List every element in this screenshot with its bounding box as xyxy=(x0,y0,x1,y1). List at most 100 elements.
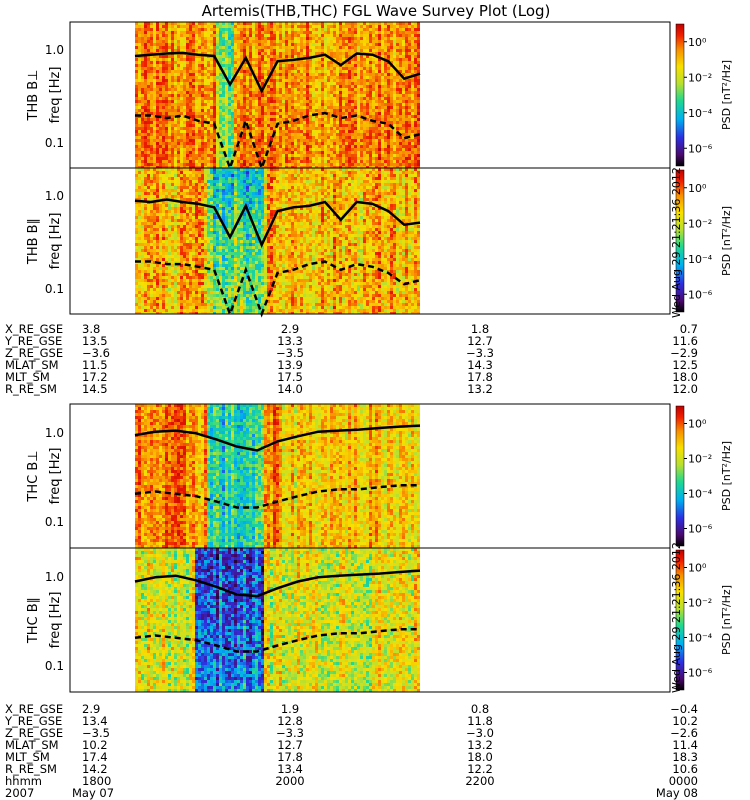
fce-line xyxy=(134,569,421,598)
panel-probe-label: THB B⊥ xyxy=(26,69,41,121)
y-tick-label: 1.0 xyxy=(45,43,64,57)
ephemeris-value: −3.5 xyxy=(82,726,110,740)
panel-probe-label: THC B∥ xyxy=(26,597,41,644)
ephemeris-value: −3.5 xyxy=(276,346,304,360)
ephemeris-value: 11.5 xyxy=(82,358,108,372)
ephemeris-value: 0.7 xyxy=(680,322,698,336)
y-tick-label: 0.1 xyxy=(45,282,64,296)
y-axis-label: freq [Hz] xyxy=(48,67,63,124)
ephemeris-value: 12.7 xyxy=(467,334,493,348)
panel-thc-bpar: THC B∥ freq [Hz] 1.0 0.1 xyxy=(26,547,671,693)
panel-probe-label: THB B∥ xyxy=(26,218,41,265)
ephemeris-label: Z_RE_GSE xyxy=(5,726,63,740)
ephemeris-value: −3.3 xyxy=(466,346,494,360)
ephemeris-label: Y_RE_GSE xyxy=(4,714,62,728)
ephemeris-value: 18.3 xyxy=(672,750,698,764)
ephemeris-value: 0000 xyxy=(669,774,698,788)
ephemeris-value: 18.0 xyxy=(467,750,493,764)
ephemeris-value: 12.2 xyxy=(467,762,493,776)
y-tick-label: 1.0 xyxy=(45,426,64,440)
ephemeris-value: 13.4 xyxy=(82,714,108,728)
fce-line xyxy=(134,424,421,452)
ephemeris-value: 2000 xyxy=(275,774,304,788)
ephemeris-value: 10.6 xyxy=(672,762,698,776)
ephemeris-label: MLT_SM xyxy=(5,750,50,764)
panel-thc-bperp: THC B⊥ freq [Hz] 1.0 0.1 xyxy=(26,403,671,549)
ephemeris-table-thb: X_RE_GSE 3.8 2.9 1.8 0.7 Y_RE_GSE 13.5 13.3 12.7… xyxy=(4,322,698,396)
ephemeris-value: −0.4 xyxy=(670,702,698,716)
ephemeris-value: 2.9 xyxy=(281,322,299,336)
ephemeris-value: 13.2 xyxy=(467,738,493,752)
panel-thb-bpar: THB B∥ freq [Hz] 1.0 0.1 xyxy=(26,167,671,318)
fce-line xyxy=(134,51,421,94)
fce-line xyxy=(134,198,421,249)
panel-frame xyxy=(69,167,671,315)
ephemeris-value: 14.2 xyxy=(82,762,108,776)
ephemeris-label: X_RE_GSE xyxy=(5,702,63,716)
ephemeris-value: 11.6 xyxy=(672,334,698,348)
y-tick-label: 0.1 xyxy=(45,659,64,673)
ephemeris-table-thc: X_RE_GSE 2.9 1.9 0.8 −0.4 Y_RE_GSE 13.4 12.8 11.… xyxy=(4,702,698,800)
ephemeris-value: 14.0 xyxy=(277,382,303,396)
colorbar-tick-label: 10⁻⁴ xyxy=(688,253,713,266)
plot-timestamp: Wed Aug 29 21:21:36 2012 xyxy=(670,542,683,693)
ephemeris-label: Z_RE_GSE xyxy=(5,346,63,360)
ephemeris-value: −2.9 xyxy=(670,346,698,360)
ephemeris-value: 12.5 xyxy=(672,358,698,372)
y-tick-label: 0.1 xyxy=(45,136,64,150)
ephemeris-value: 2200 xyxy=(465,774,494,788)
colorbar xyxy=(675,169,685,313)
colorbar-tick-label: 10⁰ xyxy=(688,562,707,575)
ephemeris-value: 17.4 xyxy=(82,750,108,764)
y-axis-label: freq [Hz] xyxy=(48,213,63,270)
half-fce-line xyxy=(135,260,421,318)
colorbar-label: PSD [nT²/Hz] xyxy=(720,441,733,511)
ephemeris-value: 10.2 xyxy=(82,738,108,752)
ephemeris-value: 12.7 xyxy=(277,738,303,752)
plot-timestamp: Wed Aug 29 21:21:36 2012 xyxy=(670,167,683,318)
colorbar-tick-label: 10⁻⁴ xyxy=(688,107,713,120)
half-fce-line xyxy=(134,628,420,653)
ephemeris-value: 13.2 xyxy=(467,382,493,396)
ephemeris-value: −3.6 xyxy=(82,346,110,360)
colorbar-tick-label: 10⁻⁶ xyxy=(688,288,713,301)
ephemeris-label: X_RE_GSE xyxy=(5,322,63,336)
half-fce-line xyxy=(134,484,420,509)
ephemeris-value: 13.4 xyxy=(277,762,303,776)
panel-probe-label: THC B⊥ xyxy=(26,450,41,502)
y-tick-label: 1.0 xyxy=(45,189,64,203)
colorbar xyxy=(675,23,685,167)
ephemeris-value: 1.8 xyxy=(471,322,489,336)
colorbar-tick-label: 10⁰ xyxy=(688,418,707,431)
date-year: 2007 xyxy=(5,786,34,800)
colorbar-tick-label: 10⁻⁶ xyxy=(688,667,713,680)
ephemeris-value: 12.8 xyxy=(277,714,303,728)
colorbar-tick-label: 10⁻⁴ xyxy=(688,632,713,645)
ephemeris-value: 0.8 xyxy=(471,702,489,716)
colorbar-tick-label: 10⁻⁶ xyxy=(688,142,713,155)
ephemeris-value: 12.0 xyxy=(672,382,698,396)
ephemeris-value: 14.5 xyxy=(82,382,108,396)
colorbars: 10⁰ 10⁻² 10⁻⁴ 10⁻⁶ PSD [nT²/Hz] 10⁰ 10⁻² 10⁻⁴ 10… xyxy=(675,23,733,691)
colorbar-label: PSD [nT²/Hz] xyxy=(720,60,733,130)
ephemeris-value: 1.9 xyxy=(281,702,299,716)
ephemeris-value: 3.8 xyxy=(82,322,100,336)
colorbar-tick-label: 10⁰ xyxy=(688,36,707,49)
ephemeris-label: Y_RE_GSE xyxy=(4,334,62,348)
colorbar-tick-label: 10⁻² xyxy=(688,71,712,84)
y-tick-label: 0.1 xyxy=(45,515,64,529)
ephemeris-label: MLAT_SM xyxy=(5,358,59,372)
ephemeris-label: hhmm xyxy=(5,774,42,788)
colorbar-tick-label: 10⁻⁶ xyxy=(688,523,713,536)
y-tick-label: 1.0 xyxy=(45,570,64,584)
ephemeris-value: 13.5 xyxy=(82,334,108,348)
ephemeris-value: 14.3 xyxy=(467,358,493,372)
colorbar-tick-label: 10⁻² xyxy=(688,217,712,230)
ephemeris-label: MLAT_SM xyxy=(5,738,59,752)
y-axis-label: freq [Hz] xyxy=(48,592,63,649)
date-start: May 07 xyxy=(72,786,114,800)
ephemeris-value: 17.8 xyxy=(277,750,303,764)
colorbar-label: PSD [nT²/Hz] xyxy=(720,206,733,276)
ephemeris-label: MLT_SM xyxy=(5,370,50,384)
